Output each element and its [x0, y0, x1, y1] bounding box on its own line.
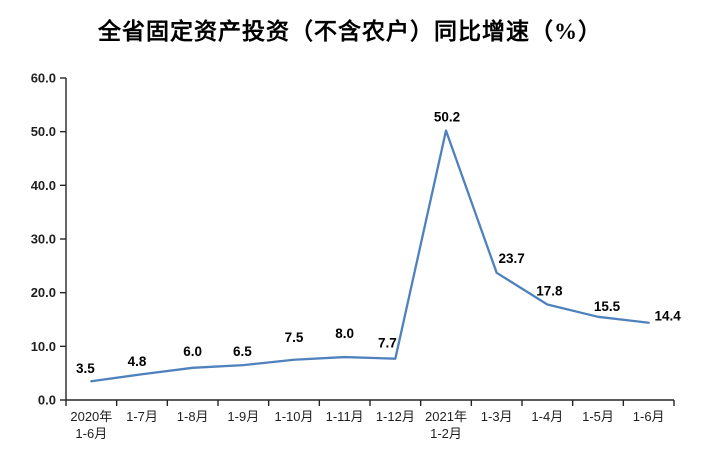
- data-label: 23.7: [499, 251, 525, 266]
- y-tick-label: 40.0: [31, 178, 56, 193]
- data-label: 7.5: [285, 330, 304, 345]
- chart-title: 全省固定资产投资（不含农户）同比增速（%）: [98, 19, 602, 44]
- y-tick-label: 60.0: [31, 71, 56, 86]
- data-label: 4.8: [128, 354, 147, 369]
- series-line: [90, 129, 650, 383]
- y-tick-label: 50.0: [31, 124, 56, 139]
- data-label: 8.0: [335, 326, 354, 341]
- data-label: 50.2: [434, 110, 460, 125]
- data-label: 6.5: [233, 344, 252, 359]
- x-tick-label: 1-6月: [75, 426, 107, 441]
- x-tick-label: 2021年: [425, 409, 467, 424]
- data-label: 17.8: [536, 283, 563, 298]
- y-tick-label: 30.0: [31, 232, 56, 247]
- x-tick-label: 1-12月: [376, 409, 415, 424]
- x-tick-label: 1-2月: [430, 426, 462, 441]
- x-tick-label: 1-7月: [126, 409, 158, 424]
- data-label: 6.0: [183, 344, 202, 359]
- y-tick-label: 20.0: [31, 285, 56, 300]
- data-label: 3.5: [76, 361, 95, 376]
- x-tick-label: 1-3月: [481, 409, 513, 424]
- y-tick-label: 0.0: [38, 393, 56, 408]
- x-tick-label: 1-4月: [531, 409, 563, 424]
- x-tick-label: 1-5月: [582, 409, 614, 424]
- x-tick-label: 1-11月: [326, 409, 364, 424]
- data-label: 15.5: [594, 299, 621, 314]
- x-tick-label: 2020年: [70, 409, 112, 424]
- x-tick-label: 1-10月: [274, 409, 313, 424]
- data-label: 14.4: [655, 309, 682, 324]
- x-tick-label: 1-8月: [177, 409, 209, 424]
- x-tick-label: 1-9月: [227, 409, 259, 424]
- y-tick-label: 10.0: [31, 339, 56, 354]
- data-label: 7.7: [378, 336, 397, 351]
- x-tick-label: 1-6月: [633, 409, 665, 424]
